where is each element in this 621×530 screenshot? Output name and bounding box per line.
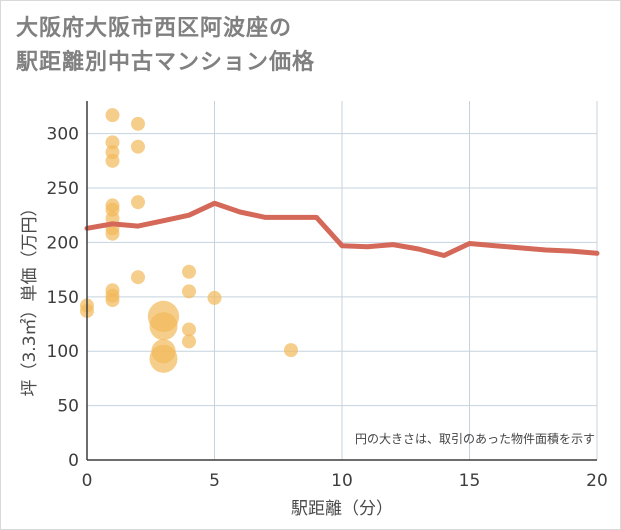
bubble-point <box>284 343 298 358</box>
bubble-point <box>105 153 120 168</box>
x-axis-label: 駅距離（分） <box>291 499 393 519</box>
bubble-point <box>131 270 145 285</box>
tick-labels: 0 50 100 150 200 250 300 0 5 10 15 20 <box>47 125 608 491</box>
x-tick-label: 15 <box>459 471 481 491</box>
chart-title: 大阪府大阪市西区阿波座の 駅距離別中古マンション価格 <box>16 12 576 80</box>
bubble-point <box>182 322 196 337</box>
x-tick-label: 5 <box>209 471 220 491</box>
bubble-point <box>105 226 120 241</box>
bubble-point <box>182 334 196 349</box>
average-price-line <box>84 200 600 258</box>
axes <box>86 101 597 461</box>
y-tick-label: 250 <box>47 179 79 199</box>
chart-title-line-2: 駅距離別中古マンション価格 <box>16 50 316 75</box>
y-tick-label: 100 <box>47 342 79 362</box>
bubble-point <box>149 312 178 341</box>
x-tick-label: 20 <box>586 471 608 491</box>
x-tick-label: 10 <box>331 471 353 491</box>
bubble-point <box>105 135 120 150</box>
bubble-point <box>105 108 120 123</box>
y-tick-label: 200 <box>47 233 79 253</box>
bubble-point <box>149 344 178 373</box>
y-tick-label: 50 <box>57 397 79 417</box>
grid <box>87 101 598 460</box>
bubble-point <box>207 290 222 305</box>
x-tick-label: 0 <box>82 471 93 491</box>
bubble-point <box>131 195 145 210</box>
y-tick-label: 0 <box>68 451 79 471</box>
y-tick-label: 150 <box>47 288 79 308</box>
bubble-series <box>80 108 298 373</box>
y-axis-label: 坪（3.3㎡）単価（万円） <box>20 199 40 396</box>
bubble-point <box>182 284 196 299</box>
y-tick-label: 300 <box>47 125 79 145</box>
bubble-point <box>131 139 145 154</box>
bubble-size-note: 円の大きさは、取引のあった物件面積を示す <box>355 431 595 446</box>
average-line-series <box>84 200 600 258</box>
bubble-point <box>131 116 145 131</box>
bubble-point <box>182 264 196 279</box>
chart-title-line-1: 大阪府大阪市西区阿波座の <box>16 16 293 41</box>
bubble-point <box>105 293 120 308</box>
